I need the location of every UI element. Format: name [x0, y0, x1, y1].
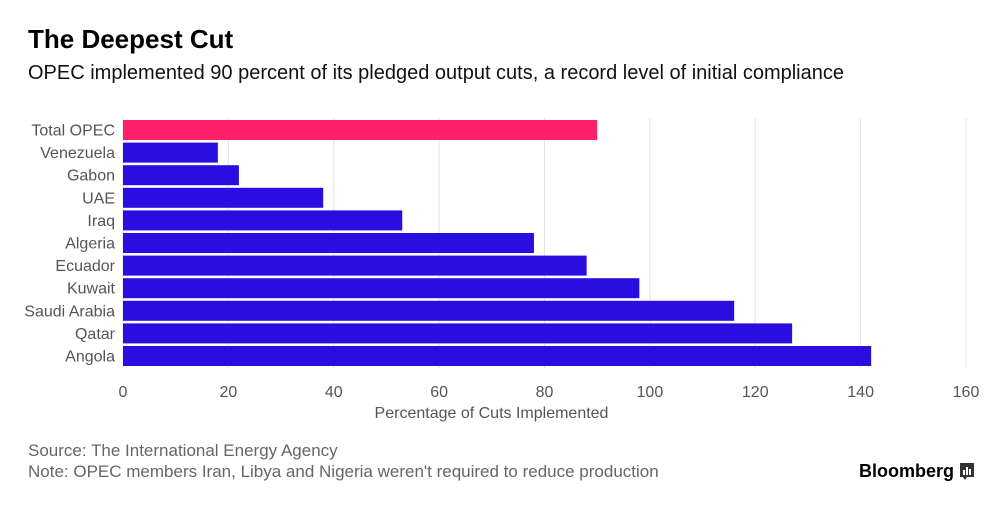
source-note: Source: The International Energy Agency [28, 441, 338, 460]
x-tick-label: 160 [953, 384, 980, 401]
bar [123, 278, 640, 299]
bar [123, 210, 403, 231]
bar [123, 120, 598, 140]
bar [123, 142, 218, 163]
bar [123, 300, 735, 321]
bar-chart: 0 20 40 60 80 100 120 140 160 Total OPEC Venezuela… [24, 118, 980, 422]
bar [123, 165, 239, 186]
x-tick-label: 60 [430, 384, 448, 401]
category-label: Gabon [67, 168, 115, 185]
brand-name: Bloomberg [858, 461, 954, 481]
category-label: Ecuador [55, 258, 115, 275]
bar [123, 323, 793, 344]
category-label: Saudi Arabia [24, 303, 115, 320]
x-tick-label: 0 [119, 384, 128, 401]
footnote: Note: OPEC members Iran, Libya and Niger… [28, 462, 659, 481]
x-tick-label: 40 [325, 384, 343, 401]
x-tick-label: 120 [742, 384, 769, 401]
x-tick-label: 140 [847, 384, 874, 401]
chart-title: The Deepest Cut [28, 24, 234, 54]
x-tick-label: 20 [219, 384, 237, 401]
bloomberg-chart-icon [960, 463, 974, 480]
x-tick-label: 100 [637, 384, 664, 401]
brand-logo: Bloomberg [859, 461, 974, 482]
bar [123, 255, 587, 276]
category-label: Total OPEC [31, 123, 115, 140]
bar [123, 233, 534, 253]
category-label: Qatar [75, 326, 116, 343]
category-label: UAE [82, 190, 115, 207]
category-label: Angola [65, 349, 115, 366]
category-label: Kuwait [67, 281, 116, 298]
category-label: Algeria [65, 236, 115, 253]
x-tick-label: 80 [536, 384, 554, 401]
category-label: Iraq [87, 213, 115, 230]
x-axis-label: Percentage of Cuts Implemented [375, 405, 609, 422]
bar [123, 187, 324, 208]
category-label: Venezuela [40, 145, 115, 162]
bar [123, 346, 872, 366]
chart-subtitle: OPEC implemented 90 percent of its pledg… [28, 62, 844, 84]
